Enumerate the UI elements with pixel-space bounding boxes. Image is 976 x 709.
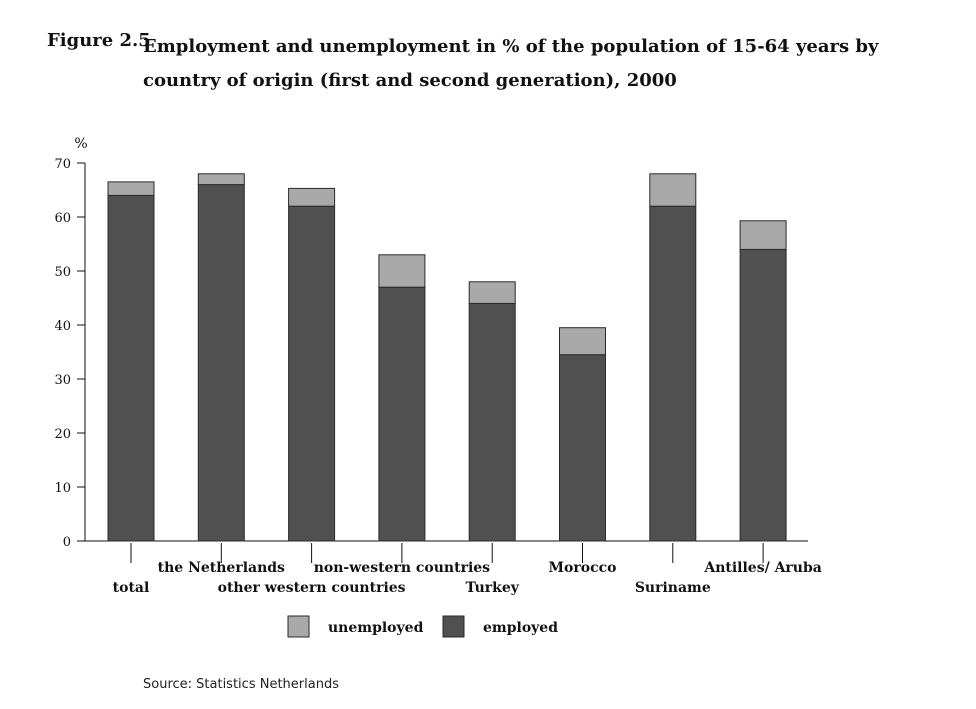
bar-employed-1 [197,184,245,542]
legend-swatch-employed [442,615,465,638]
bar-unemployed-7 [739,220,787,250]
bar-employed-6 [649,205,697,542]
x-tick-label: Turkey [465,580,519,596]
bar-employed-0 [107,194,155,542]
x-tick-label: total [113,580,150,596]
x-tick-label: Antilles/ Aruba [703,560,822,576]
bar-unemployed-4 [468,281,516,304]
y-tick-label: 30 [54,373,71,388]
y-tick-label: 40 [54,319,71,334]
bar-employed-2 [288,205,336,542]
x-tick-label: Suriname [635,580,711,596]
y-tick-label: 10 [54,481,71,496]
bar-unemployed-5 [559,327,606,356]
y-axis: 0 10 20 30 40 50 60 70% [54,136,87,550]
y-tick-label: 60 [54,211,71,226]
figure-label: Figure 2.5 [47,30,151,51]
bar-employed-3 [378,286,426,542]
x-tick-label: other western countries [218,580,406,596]
legend-label-unemployed: unemployed [328,620,424,636]
y-tick-label: 50 [54,265,71,280]
source-note: Source: Statistics Netherlands [143,677,339,692]
bar-unemployed-0 [107,181,155,196]
x-tick-label: the Netherlands [158,560,285,576]
y-tick-label: 70 [54,157,71,172]
x-axis: total the Netherlands other western countr… [85,540,822,596]
bars [107,173,787,542]
legend: unemployed employed [287,615,558,638]
bar-employed-5 [559,354,606,542]
chart-title: Employment and unemployment in % of the … [143,36,879,91]
bar-unemployed-2 [288,187,336,207]
bar-unemployed-6 [649,173,697,207]
y-tick-label: 20 [54,427,71,442]
bar-unemployed-1 [197,173,245,186]
legend-label-employed: employed [483,620,558,636]
x-tick-label: non-western countries [314,560,490,576]
y-axis-label: % [74,136,87,152]
bar-employed-7 [739,248,787,542]
bar-employed-4 [468,302,516,542]
bar-unemployed-3 [378,254,426,288]
y-tick-label: 0 [63,535,71,550]
legend-swatch-unemployed [287,615,310,638]
x-tick-label: Morocco [549,560,617,576]
